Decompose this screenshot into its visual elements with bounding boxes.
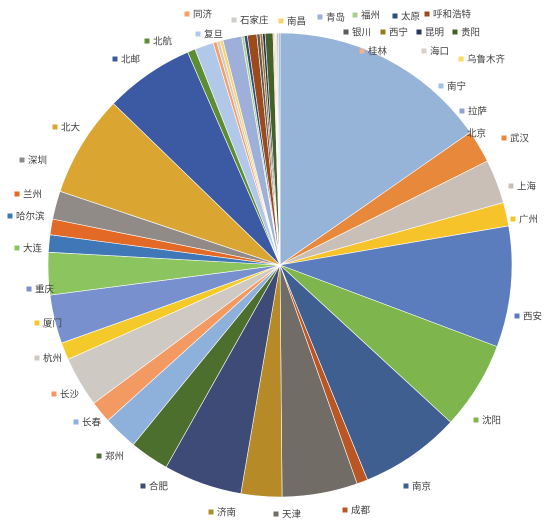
slice-label: 郑州 xyxy=(105,451,124,463)
slice-label: 贵阳 xyxy=(461,27,480,39)
label-marker xyxy=(514,313,520,319)
label-marker xyxy=(317,14,323,20)
slice-label: 广州 xyxy=(519,214,538,226)
slice-label: 北航 xyxy=(153,36,173,48)
slice-label: 上海 xyxy=(517,181,537,193)
label-marker xyxy=(473,417,479,423)
slice-label: 昆明 xyxy=(425,28,444,39)
slice-label: 福州 xyxy=(361,10,380,22)
label-marker xyxy=(380,29,386,35)
slice-label: 深圳 xyxy=(28,156,47,167)
pie-slice xyxy=(59,103,281,266)
slice-label: 南京 xyxy=(412,481,431,493)
slice-label: 大连 xyxy=(23,243,43,255)
slice-label: 石家庄 xyxy=(240,15,269,27)
slice-label: 青岛 xyxy=(326,12,345,24)
slice-label: 同济 xyxy=(193,9,213,21)
slice-label: 银川 xyxy=(352,27,371,39)
label-marker xyxy=(52,124,58,130)
label-marker xyxy=(458,130,464,136)
slice-label: 哈尔滨 xyxy=(16,211,45,223)
slice-label: 南宁 xyxy=(447,81,466,93)
slice-label: 乌鲁木齐 xyxy=(467,54,506,66)
slice-label: 杭州 xyxy=(43,353,62,365)
pie-slice xyxy=(278,225,513,348)
slice-label: 桂林 xyxy=(368,46,388,58)
label-marker xyxy=(452,29,458,35)
slice-label: 呼和浩特 xyxy=(433,9,472,21)
label-marker xyxy=(508,183,514,189)
slice-label: 厦门 xyxy=(43,318,62,330)
label-marker xyxy=(51,391,57,397)
slice-label: 海口 xyxy=(430,46,449,58)
label-marker xyxy=(140,483,146,489)
label-marker xyxy=(7,213,13,219)
slice-label: 成都 xyxy=(351,505,371,517)
pie-slice xyxy=(279,264,452,481)
label-marker xyxy=(26,286,32,292)
slice-label: 西宁 xyxy=(389,27,408,39)
label-marker xyxy=(144,38,150,44)
pie-slice xyxy=(278,32,281,266)
label-marker xyxy=(343,29,349,35)
slice-label: 西安 xyxy=(523,311,542,323)
slice-label: 拉萨 xyxy=(468,106,488,118)
label-marker xyxy=(34,355,40,361)
label-marker xyxy=(112,56,118,62)
label-marker xyxy=(421,48,427,54)
label-marker xyxy=(424,11,430,17)
label-marker xyxy=(19,157,25,163)
slice-label: 复旦 xyxy=(204,29,223,41)
label-marker xyxy=(459,108,465,114)
label-marker xyxy=(342,507,348,513)
label-marker xyxy=(416,29,422,35)
label-marker xyxy=(352,12,358,18)
label-marker xyxy=(231,17,237,23)
slice-label: 沈阳 xyxy=(482,415,501,427)
slice-label: 北邮 xyxy=(121,54,141,66)
slice-label: 太原 xyxy=(401,11,420,23)
slice-label: 武汉 xyxy=(510,133,530,145)
label-marker xyxy=(438,83,444,89)
label-marker xyxy=(501,135,507,141)
slice-label: 天津 xyxy=(282,510,302,521)
label-marker xyxy=(359,48,365,54)
label-marker xyxy=(510,216,516,222)
label-marker xyxy=(195,31,201,37)
label-marker xyxy=(14,245,20,251)
pie-slice xyxy=(279,32,471,266)
slice-label: 南昌 xyxy=(287,16,306,28)
label-marker xyxy=(403,483,409,489)
label-marker xyxy=(73,419,79,425)
label-marker xyxy=(34,320,40,326)
slice-label: 兰州 xyxy=(23,189,42,201)
slice-label: 长春 xyxy=(82,417,102,429)
label-marker xyxy=(96,453,102,459)
label-marker xyxy=(392,13,398,19)
slice-label: 北京 xyxy=(467,128,486,140)
slice-label: 重庆 xyxy=(35,284,55,296)
slice-label: 济南 xyxy=(217,507,236,519)
slice-label: 北大 xyxy=(61,122,81,134)
label-marker xyxy=(458,56,464,62)
slice-label: 合肥 xyxy=(149,481,169,493)
label-marker xyxy=(273,511,279,517)
slice-label: 长沙 xyxy=(60,389,80,401)
label-marker xyxy=(208,509,214,515)
pie-slices xyxy=(47,32,513,498)
label-marker xyxy=(184,11,190,17)
label-marker xyxy=(278,18,284,24)
label-marker xyxy=(14,191,20,197)
